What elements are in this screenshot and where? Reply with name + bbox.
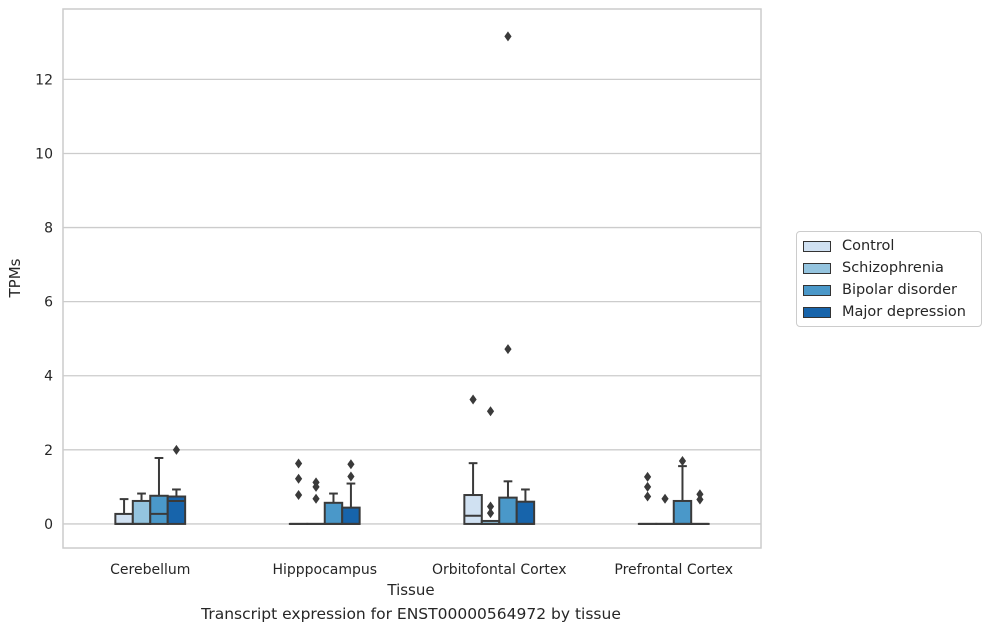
legend-label-control: Control bbox=[842, 238, 895, 254]
box-group-major-depression-cerebellum bbox=[166, 444, 187, 525]
box-group-schizophrenia-hipppocampus bbox=[306, 477, 326, 525]
outlier-point bbox=[294, 458, 303, 469]
outlier-point bbox=[643, 481, 652, 492]
outlier-point bbox=[486, 406, 495, 417]
outlier-point bbox=[661, 493, 669, 504]
y-tick-label: 8 bbox=[44, 221, 53, 237]
box-group-schizophrenia-orbitofontal-cortex bbox=[480, 406, 501, 525]
box-group-bipolar-disorder-prefrontal-cortex bbox=[672, 455, 693, 525]
outlier-point bbox=[469, 394, 477, 405]
legend-label-schizophrenia: Schizophrenia bbox=[842, 260, 944, 276]
outlier-point bbox=[347, 471, 355, 482]
box-control bbox=[463, 494, 483, 525]
y-tick-label: 10 bbox=[35, 146, 53, 162]
box-major-depression bbox=[515, 500, 536, 525]
outlier-point bbox=[486, 508, 495, 519]
y-axis-label: TPMs bbox=[6, 258, 24, 298]
box-major-depression bbox=[341, 506, 361, 525]
box-group-bipolar-disorder-cerebellum bbox=[149, 456, 169, 525]
x-tick-label: Hipppocampus bbox=[272, 562, 377, 578]
box-group-control-orbitofontal-cortex bbox=[463, 394, 483, 525]
legend-item-control: Control bbox=[803, 237, 894, 255]
x-tick-label: Cerebellum bbox=[110, 562, 190, 578]
y-tick-label: 6 bbox=[44, 295, 53, 311]
box-major-depression bbox=[166, 495, 187, 525]
y-tick-label: 4 bbox=[44, 369, 53, 385]
outlier-point bbox=[172, 444, 181, 455]
grid-lines bbox=[63, 78, 761, 525]
legend-swatch-control bbox=[803, 240, 831, 252]
legend-swatch-bipolar-disorder bbox=[803, 284, 831, 296]
outlier-point bbox=[312, 493, 320, 504]
legend-item-schizophrenia: Schizophrenia bbox=[803, 259, 944, 277]
box-bipolar-disorder bbox=[323, 501, 344, 525]
box-schizophrenia bbox=[131, 499, 152, 525]
outlier-point bbox=[294, 490, 303, 501]
y-tick-labels: 0 2 4 6 8 10 12 bbox=[35, 72, 53, 533]
y-tick-label: 12 bbox=[35, 72, 53, 88]
outlier-point bbox=[486, 501, 495, 512]
x-tick-label: Prefrontal Cortex bbox=[614, 562, 733, 578]
y-tick-label: 2 bbox=[44, 443, 53, 459]
legend-label-bipolar-disorder: Bipolar disorder bbox=[842, 282, 957, 298]
box-bipolar-disorder bbox=[498, 496, 518, 525]
y-tick-label: 0 bbox=[44, 517, 53, 533]
plot-frame bbox=[62, 8, 762, 549]
box-group-major-depression-prefrontal-cortex bbox=[690, 489, 710, 525]
box-bipolar-disorder bbox=[149, 494, 169, 525]
x-axis-label: Tissue bbox=[386, 581, 434, 599]
box-bipolar-disorder bbox=[672, 499, 693, 525]
outlier-point bbox=[294, 473, 303, 484]
outlier-point bbox=[312, 481, 320, 492]
outlier-point bbox=[504, 344, 512, 355]
box-group-schizophrenia-cerebellum bbox=[131, 492, 152, 525]
chart-caption: Transcript expression for ENST0000056497… bbox=[201, 605, 621, 623]
x-tick-label: Orbitofontal Cortex bbox=[432, 562, 567, 578]
box-group-major-depression-orbitofontal-cortex bbox=[515, 488, 536, 525]
box-group-major-depression-hipppocampus bbox=[341, 459, 361, 525]
box-control bbox=[114, 512, 134, 525]
box-group-bipolar-disorder-hipppocampus bbox=[323, 492, 344, 525]
legend-swatch-schizophrenia bbox=[803, 262, 831, 274]
box-group-control-hipppocampus bbox=[288, 458, 309, 525]
outlier-point bbox=[504, 31, 512, 42]
box-group-control-prefrontal-cortex bbox=[637, 471, 658, 525]
outlier-point bbox=[696, 489, 704, 500]
legend-label-major-depression: Major depression bbox=[842, 304, 966, 320]
outlier-point bbox=[643, 471, 652, 482]
plot-area bbox=[114, 31, 710, 525]
legend-item-major-depression: Major depression bbox=[803, 303, 966, 321]
legend: Control Schizophrenia Bipolar disorder M… bbox=[796, 231, 982, 327]
legend-swatch-major-depression bbox=[803, 306, 831, 318]
x-tick-labels: Cerebellum Hipppocampus Orbitofontal Corte… bbox=[110, 562, 733, 578]
outlier-point bbox=[347, 459, 355, 470]
outlier-point bbox=[678, 455, 687, 466]
outlier-point bbox=[643, 491, 652, 502]
legend-item-bipolar-disorder: Bipolar disorder bbox=[803, 281, 957, 299]
box-group-schizophrenia-prefrontal-cortex bbox=[655, 493, 675, 525]
outlier-point bbox=[696, 494, 704, 505]
box-group-control-cerebellum bbox=[114, 498, 134, 525]
